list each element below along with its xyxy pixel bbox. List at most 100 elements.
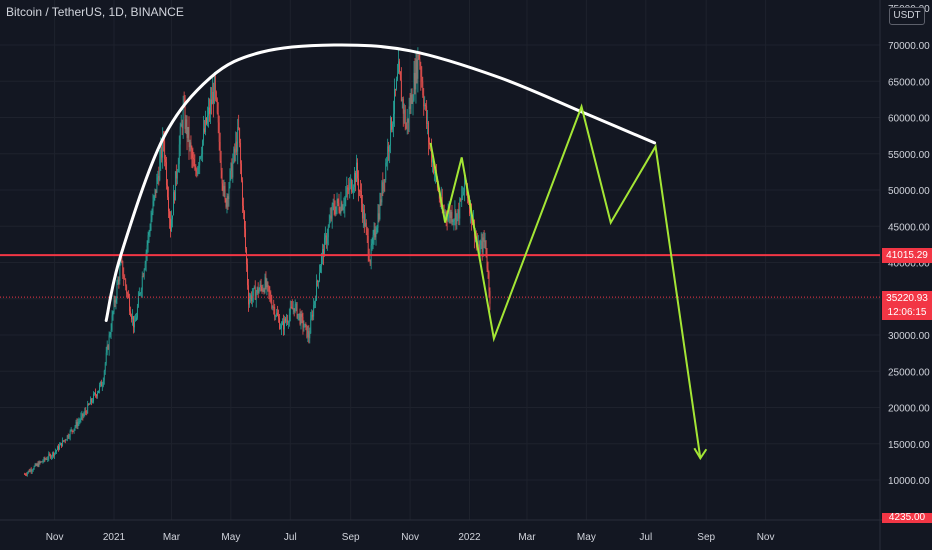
candle-body (412, 100, 414, 104)
candle-body (268, 285, 270, 292)
candle-body (283, 321, 284, 330)
y-tick-label: 15000.00 (888, 440, 930, 451)
candle-body (203, 128, 205, 141)
candle-body (297, 313, 299, 318)
candle-body (126, 286, 128, 294)
candle-body (195, 169, 197, 172)
candle-body (325, 235, 327, 244)
candle-body (404, 109, 406, 127)
candle-body (190, 142, 192, 150)
y-tick-label: 60000.00 (888, 114, 930, 125)
candle-body (398, 61, 400, 72)
candle-body (472, 222, 473, 225)
candle-body (373, 229, 375, 236)
candle-body (416, 59, 418, 79)
x-tick-label: 2021 (103, 532, 126, 543)
candle-body (86, 411, 88, 414)
candle-body (284, 318, 285, 330)
candle-body (403, 109, 405, 114)
candle-body (299, 313, 301, 325)
candle-body (301, 313, 303, 317)
x-tick-label: May (221, 532, 240, 543)
candle-body (57, 446, 58, 451)
candle-body (247, 264, 248, 286)
x-tick-label: Nov (401, 532, 419, 543)
candle-body (158, 176, 160, 181)
x-tick-label: Mar (163, 532, 181, 543)
candle-body (480, 240, 482, 246)
candle-body (219, 141, 221, 161)
candle-body (368, 254, 370, 261)
candle-body (291, 306, 293, 310)
candle-body (96, 394, 97, 397)
candle-body (398, 61, 399, 74)
candle-body (255, 292, 257, 300)
candle-body (326, 237, 328, 244)
candle-body (206, 117, 207, 124)
x-tick-label: Nov (46, 532, 64, 543)
candle-body (73, 428, 75, 432)
candle-body (383, 179, 385, 192)
projection-path (429, 103, 702, 459)
candle-body (194, 166, 196, 170)
candle-body (135, 320, 136, 322)
candle-body (127, 293, 129, 295)
x-tick-label: Sep (342, 532, 360, 543)
candle-body (51, 456, 53, 458)
candle-body (23, 474, 25, 475)
candle-body (76, 421, 78, 427)
candle-body (201, 154, 203, 157)
candle-body (401, 99, 403, 102)
candle-body (333, 203, 335, 211)
x-tick-label: May (577, 532, 596, 543)
candle-body (152, 201, 154, 213)
candle-body (444, 211, 446, 214)
candle-body (131, 315, 132, 320)
y-tick-label: 70000.00 (888, 41, 930, 52)
candle-body (176, 172, 178, 179)
candle-body (381, 182, 383, 203)
candle-body (252, 288, 254, 296)
candle-body (45, 459, 47, 460)
candle-body (179, 126, 181, 145)
candle-body (85, 411, 87, 412)
candle-body (212, 91, 214, 104)
candle-body (102, 380, 104, 386)
candle-body (91, 398, 92, 402)
candle-body (413, 72, 415, 101)
candle-body (216, 99, 218, 113)
candle-body (374, 229, 376, 238)
candle-body (298, 313, 300, 315)
candle-body (29, 469, 31, 472)
candle-body (397, 73, 398, 80)
candle-body (405, 126, 407, 129)
candle-body (300, 313, 302, 325)
candle-body (40, 461, 42, 463)
candle-body (220, 160, 222, 171)
rounding-top-arc (104, 43, 657, 322)
candle-body (348, 188, 350, 191)
candle-body (211, 99, 212, 105)
candle-body (75, 421, 77, 427)
candle-body (136, 306, 138, 318)
candle-body (366, 228, 368, 236)
candle-body (346, 187, 348, 195)
candle-body (362, 209, 364, 219)
candle-body (336, 199, 338, 207)
candle-body (392, 123, 393, 130)
candle-body (71, 429, 73, 431)
candle-body (192, 157, 194, 160)
candle-body (61, 442, 62, 447)
candle-body (361, 203, 363, 219)
candle-body (434, 172, 435, 173)
currency-badge[interactable]: USDT (889, 7, 925, 25)
candle-body (67, 435, 69, 438)
candle-body (360, 191, 362, 204)
candle-body (248, 285, 249, 305)
candle-body (318, 280, 319, 282)
candle-body (156, 177, 158, 193)
candle-body (378, 213, 380, 220)
candle-body (154, 189, 156, 197)
candle-body (36, 463, 38, 466)
